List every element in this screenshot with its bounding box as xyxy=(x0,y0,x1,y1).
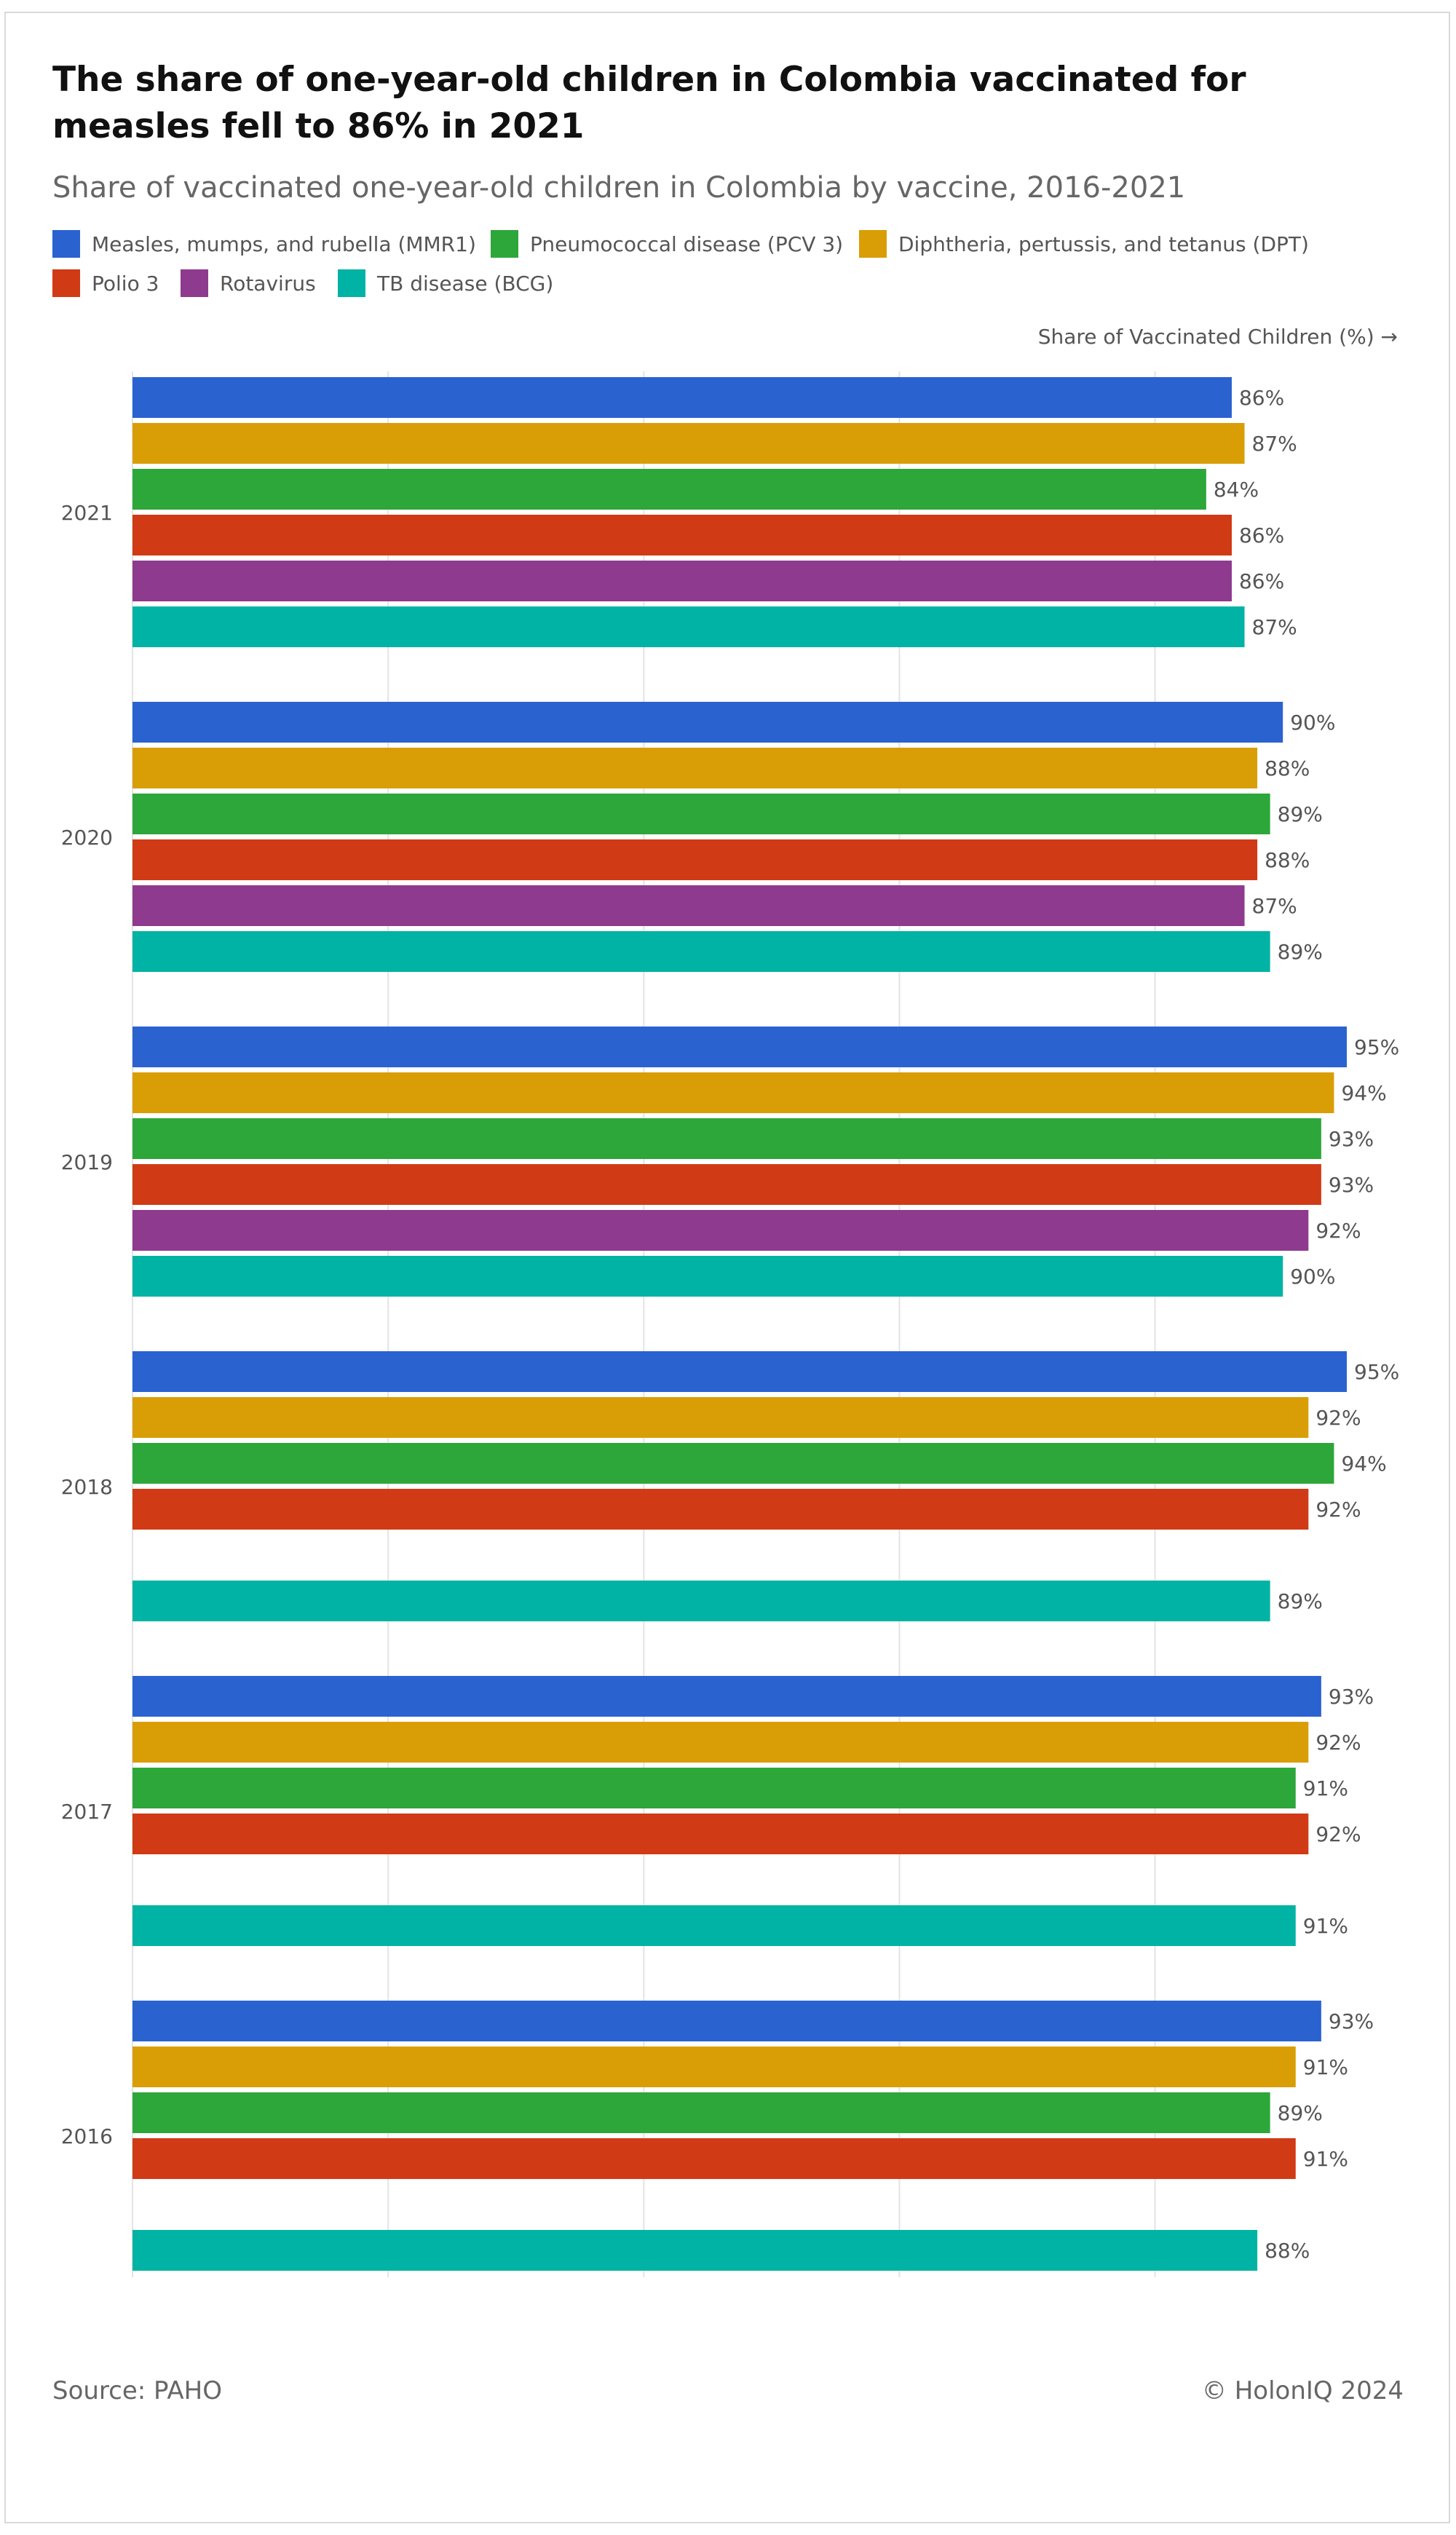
bar-value-label: 88% xyxy=(1265,848,1310,872)
bar xyxy=(132,1443,1334,1484)
legend-label-pcv3: Pneumococcal disease (PCV 3) xyxy=(530,232,844,256)
bar xyxy=(132,423,1245,464)
bar xyxy=(132,2046,1296,2087)
year-tick-label: 2020 xyxy=(61,826,113,850)
bar-value-label: 92% xyxy=(1315,1731,1361,1755)
bar-value-label: 90% xyxy=(1290,1265,1335,1289)
bar xyxy=(132,1905,1296,1946)
x-axis-title: Share of Vaccinated Children (%) → xyxy=(1037,325,1398,349)
source-note: Source: PAHO xyxy=(52,2376,222,2405)
bar-value-label: 88% xyxy=(1265,756,1310,780)
bar-value-label: 91% xyxy=(1303,2147,1348,2171)
bar xyxy=(132,1164,1321,1205)
bar xyxy=(132,1676,1321,1717)
bar xyxy=(132,702,1283,743)
bar-value-label: 89% xyxy=(1278,2101,1323,2125)
bar-value-label: 93% xyxy=(1329,1685,1374,1709)
legend-swatch-pcv3 xyxy=(491,230,518,258)
bar xyxy=(132,377,1232,418)
bar-value-label: 92% xyxy=(1315,1219,1361,1243)
legend-swatch-rotavirus xyxy=(181,269,208,297)
bar xyxy=(132,1489,1309,1530)
bar xyxy=(132,1256,1283,1297)
bar xyxy=(132,1351,1347,1392)
bar-value-label: 91% xyxy=(1303,1914,1348,1938)
chart-frame xyxy=(4,12,1450,2523)
bar-value-label: 91% xyxy=(1303,2055,1348,2079)
bar xyxy=(132,1768,1296,1808)
bar xyxy=(132,1581,1270,1621)
legend-swatch-bcg xyxy=(338,269,365,297)
bar-value-label: 87% xyxy=(1252,432,1297,456)
bar xyxy=(132,1118,1321,1159)
legend-item-rotavirus[interactable]: Rotavirus xyxy=(181,269,316,297)
bar xyxy=(132,1397,1309,1438)
bar xyxy=(132,794,1270,834)
bar xyxy=(132,1027,1347,1067)
chart-subtitle: Share of vaccinated one-year-old childre… xyxy=(52,171,1186,205)
bar-value-label: 92% xyxy=(1315,1498,1361,1522)
legend-swatch-mmr1 xyxy=(52,230,80,258)
bar xyxy=(132,606,1245,647)
bar-value-label: 87% xyxy=(1252,615,1297,639)
bar-value-label: 91% xyxy=(1303,1776,1348,1800)
bar-value-label: 86% xyxy=(1239,569,1284,593)
bar xyxy=(132,469,1206,510)
legend-label-mmr1: Measles, mumps, and rubella (MMR1) xyxy=(92,232,476,256)
bar xyxy=(132,1722,1309,1763)
bar-value-label: 89% xyxy=(1278,940,1323,964)
bar xyxy=(132,748,1258,788)
year-tick-label: 2016 xyxy=(61,2124,113,2148)
legend-label-bcg: TB disease (BCG) xyxy=(377,271,554,296)
bar xyxy=(132,931,1270,972)
bar-value-label: 93% xyxy=(1329,1173,1374,1197)
bar xyxy=(132,2092,1270,2133)
bar-value-label: 95% xyxy=(1354,1035,1399,1059)
bar xyxy=(132,1210,1309,1251)
bar-value-label: 95% xyxy=(1354,1360,1399,1384)
year-tick-label: 2019 xyxy=(61,1150,113,1174)
legend-item-bcg[interactable]: TB disease (BCG) xyxy=(338,269,553,297)
bar-value-label: 87% xyxy=(1252,894,1297,918)
year-tick-label: 2017 xyxy=(61,1800,113,1824)
bar-value-label: 93% xyxy=(1329,2009,1374,2033)
bar xyxy=(132,2001,1321,2041)
legend-swatch-dpt xyxy=(859,230,887,258)
bar-value-label: 84% xyxy=(1214,478,1259,502)
year-tick-label: 2018 xyxy=(61,1475,113,1499)
bar xyxy=(132,515,1232,555)
bar-value-label: 90% xyxy=(1290,711,1335,735)
bar xyxy=(132,561,1232,601)
legend-item-polio3[interactable]: Polio 3 xyxy=(52,269,159,297)
bar-value-label: 94% xyxy=(1341,1081,1386,1105)
bar-value-label: 89% xyxy=(1278,802,1323,826)
bar-value-label: 92% xyxy=(1315,1822,1361,1846)
bar-value-label: 86% xyxy=(1239,386,1284,410)
bar-value-label: 92% xyxy=(1315,1406,1361,1430)
copyright-credit: © HolonIQ 2024 xyxy=(1201,2376,1404,2405)
bar xyxy=(132,1814,1309,1854)
bar-value-label: 88% xyxy=(1265,2239,1310,2263)
legend-item-mmr1[interactable]: Measles, mumps, and rubella (MMR1) xyxy=(52,230,476,258)
legend-label-dpt: Diphtheria, pertussis, and tetanus (DPT) xyxy=(898,232,1309,256)
bar-value-label: 89% xyxy=(1278,1589,1323,1613)
year-tick-label: 2021 xyxy=(61,501,113,525)
legend-item-dpt[interactable]: Diphtheria, pertussis, and tetanus (DPT) xyxy=(859,230,1309,258)
bar-value-label: 86% xyxy=(1239,523,1284,547)
legend-swatch-polio3 xyxy=(52,269,80,297)
bar xyxy=(132,2230,1258,2271)
bar xyxy=(132,2138,1296,2179)
bar-value-label: 94% xyxy=(1341,1452,1386,1476)
chart-title: The share of one-year-old children in Co… xyxy=(52,60,1246,146)
legend-label-rotavirus: Rotavirus xyxy=(220,271,316,296)
bar xyxy=(132,885,1245,926)
bar-value-label: 93% xyxy=(1329,1127,1374,1151)
bar xyxy=(132,1072,1334,1113)
bar xyxy=(132,839,1258,880)
legend-label-polio3: Polio 3 xyxy=(92,271,159,296)
legend-item-pcv3[interactable]: Pneumococcal disease (PCV 3) xyxy=(491,230,843,258)
